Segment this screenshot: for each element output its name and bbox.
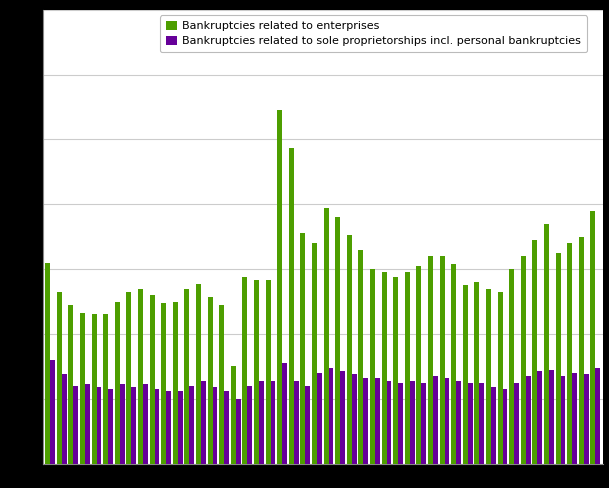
Bar (509, 269, 514, 464)
Bar (560, 376, 565, 464)
Bar (544, 224, 549, 464)
Bar (370, 269, 375, 464)
Bar (305, 386, 310, 464)
Bar (254, 281, 259, 464)
Bar (479, 383, 484, 464)
Bar (242, 277, 247, 464)
Bar (387, 381, 392, 464)
Bar (584, 374, 589, 464)
Bar (451, 264, 456, 464)
Bar (166, 391, 171, 464)
Bar (382, 272, 387, 464)
Bar (474, 282, 479, 464)
Bar (440, 256, 445, 464)
Bar (514, 383, 519, 464)
Bar (300, 233, 305, 464)
Bar (336, 217, 340, 464)
Bar (421, 383, 426, 464)
Bar (329, 368, 334, 464)
Bar (579, 237, 584, 464)
Bar (549, 369, 554, 464)
Bar (270, 381, 275, 464)
Bar (359, 250, 364, 464)
Bar (68, 305, 73, 464)
Bar (120, 384, 125, 464)
Bar (294, 381, 298, 464)
Bar (45, 263, 50, 464)
Bar (155, 389, 160, 464)
Bar (247, 386, 252, 464)
Bar (433, 376, 438, 464)
Bar (50, 360, 55, 464)
Bar (259, 381, 264, 464)
Bar (97, 387, 102, 464)
Bar (185, 288, 189, 464)
Bar (213, 387, 217, 464)
Bar (277, 110, 282, 464)
Bar (85, 384, 90, 464)
Bar (463, 285, 468, 464)
Bar (127, 292, 132, 464)
Bar (173, 302, 178, 464)
Bar (62, 374, 66, 464)
Bar (115, 302, 120, 464)
Bar (196, 284, 201, 464)
Bar (375, 378, 380, 464)
Bar (445, 378, 449, 464)
Legend: Bankruptcies related to enterprises, Bankruptcies related to sole proprietorship: Bankruptcies related to enterprises, Ban… (160, 15, 587, 52)
Bar (405, 272, 410, 464)
Bar (596, 368, 600, 464)
Bar (491, 387, 496, 464)
Bar (568, 243, 572, 464)
Bar (150, 295, 155, 464)
Bar (143, 384, 148, 464)
Bar (456, 381, 461, 464)
Bar (289, 147, 294, 464)
Bar (231, 366, 236, 464)
Bar (428, 256, 433, 464)
Bar (537, 371, 542, 464)
Bar (572, 373, 577, 464)
Bar (591, 211, 596, 464)
Bar (57, 292, 62, 464)
Bar (80, 313, 85, 464)
Bar (201, 381, 206, 464)
Bar (266, 281, 270, 464)
Bar (92, 314, 97, 464)
Bar (73, 386, 78, 464)
Bar (138, 288, 143, 464)
Bar (236, 399, 241, 464)
Bar (468, 383, 473, 464)
Bar (555, 253, 560, 464)
Bar (282, 363, 287, 464)
Bar (410, 381, 415, 464)
Bar (502, 389, 507, 464)
Bar (347, 235, 352, 464)
Bar (208, 297, 213, 464)
Bar (532, 240, 537, 464)
Bar (161, 303, 166, 464)
Bar (189, 386, 194, 464)
Bar (219, 305, 224, 464)
Bar (498, 292, 502, 464)
Bar (526, 376, 530, 464)
Bar (486, 288, 491, 464)
Bar (398, 383, 403, 464)
Bar (417, 266, 421, 464)
Bar (132, 387, 136, 464)
Bar (108, 389, 113, 464)
Bar (224, 391, 229, 464)
Bar (178, 391, 183, 464)
Bar (340, 371, 345, 464)
Bar (104, 314, 108, 464)
Bar (521, 256, 526, 464)
Bar (352, 374, 357, 464)
Bar (324, 207, 329, 464)
Bar (364, 378, 368, 464)
Bar (393, 277, 398, 464)
Bar (317, 373, 322, 464)
Bar (312, 243, 317, 464)
